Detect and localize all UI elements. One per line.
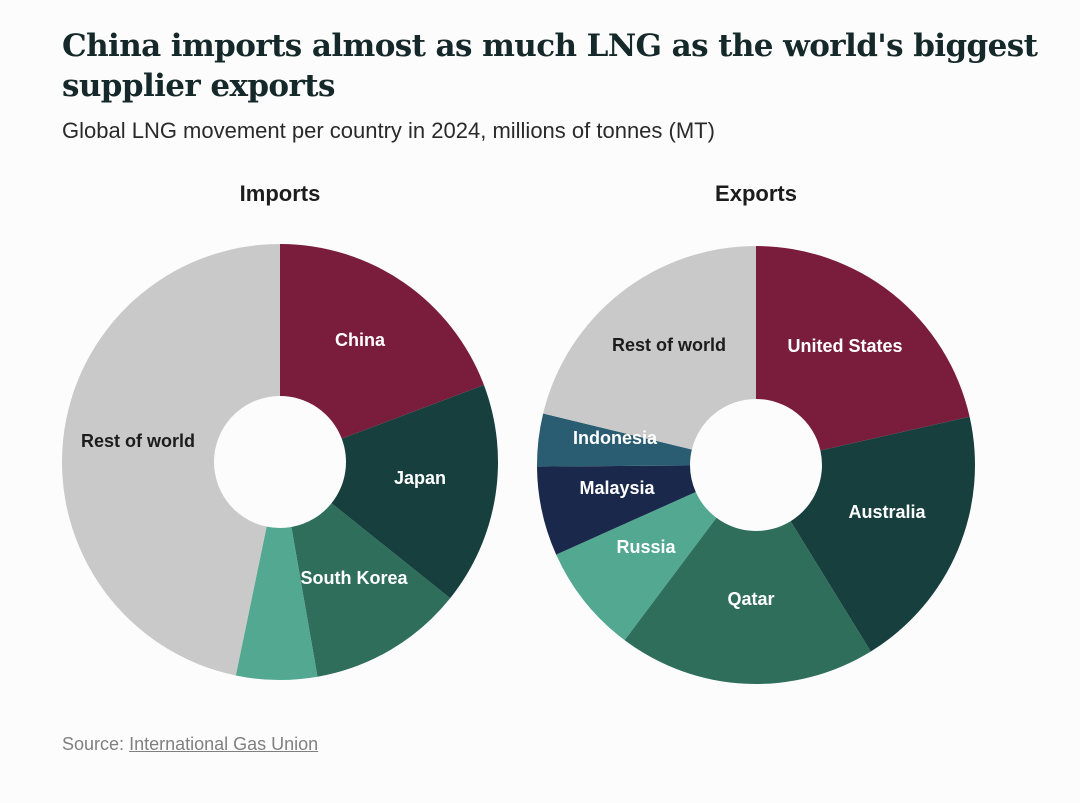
imports-slice-rest-of-world bbox=[62, 244, 280, 676]
exports-slice-australia bbox=[790, 416, 976, 652]
chart-title: China imports almost as much LNG as the … bbox=[62, 28, 1038, 104]
imports-pie: Imports China Japan South Korea Rest of worl… bbox=[62, 181, 498, 680]
imports-slice-unlabeled bbox=[235, 526, 318, 680]
exports-label-indonesia: Indonesia bbox=[573, 428, 658, 448]
pie-charts: Imports China Japan South Korea Rest of worl… bbox=[62, 181, 976, 684]
exports-label-malaysia: Malaysia bbox=[579, 478, 655, 498]
exports-label-qatar: Qatar bbox=[727, 589, 774, 609]
imports-label-south-korea: South Korea bbox=[300, 568, 408, 588]
exports-label-rest-of-world: Rest of world bbox=[612, 335, 726, 355]
exports-slice-united-states bbox=[756, 246, 970, 451]
exports-pie-title: Exports bbox=[715, 181, 797, 206]
exports-slice-russia bbox=[556, 491, 717, 641]
exports-slice-malaysia bbox=[537, 465, 696, 555]
source-prefix: Source: bbox=[62, 734, 125, 754]
imports-label-rest-of-world: Rest of world bbox=[81, 431, 195, 451]
imports-pie-title: Imports bbox=[240, 181, 321, 206]
exports-label-united-states: United States bbox=[787, 336, 902, 356]
imports-label-china: China bbox=[335, 330, 386, 350]
exports-slice-rest-of-world bbox=[543, 246, 756, 450]
imports-slice-japan bbox=[331, 384, 498, 599]
imports-slice-south-korea bbox=[291, 503, 451, 677]
exports-slice-indonesia bbox=[537, 413, 692, 467]
source-link[interactable]: International Gas Union bbox=[129, 734, 319, 754]
exports-label-russia: Russia bbox=[616, 537, 676, 557]
exports-pie: Exports United States Australia Qatar Russia… bbox=[537, 181, 976, 684]
exports-slice-qatar bbox=[624, 517, 871, 684]
exports-label-australia: Australia bbox=[848, 502, 926, 522]
imports-label-japan: Japan bbox=[394, 468, 446, 488]
source-line: Source: International Gas Union bbox=[62, 734, 318, 755]
imports-slice-china bbox=[280, 244, 484, 439]
chart-subtitle: Global LNG movement per country in 2024,… bbox=[62, 118, 715, 143]
